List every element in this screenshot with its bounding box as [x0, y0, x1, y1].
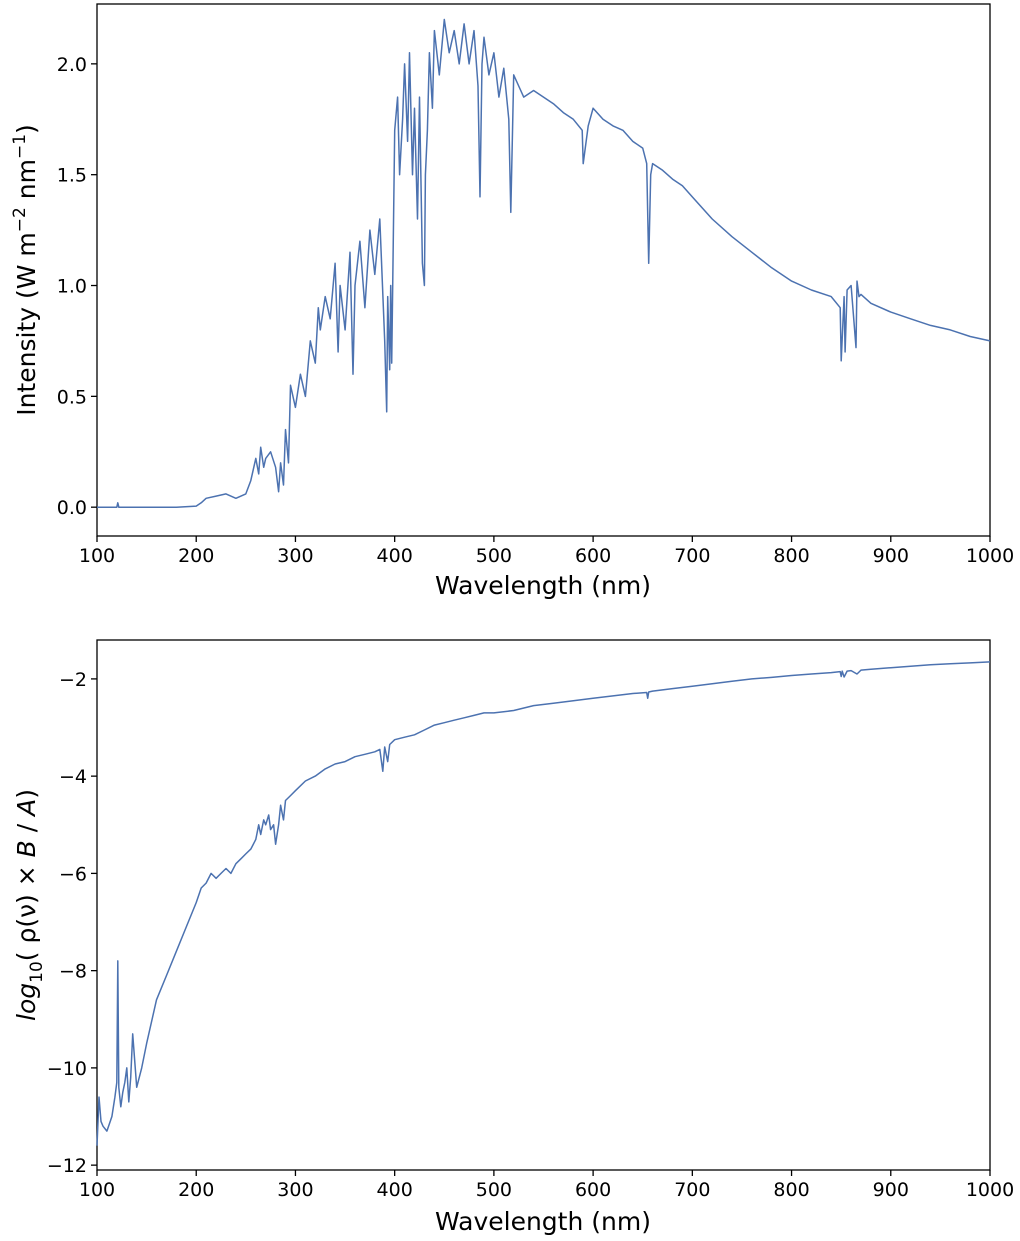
log-spectrum-plot-frame	[96, 639, 991, 1171]
intensity-y-tick-label: 0.5	[57, 386, 87, 408]
intensity-y-tick-label: 1.5	[57, 165, 87, 187]
log-spectrum-x-tick-label: 800	[773, 1179, 809, 1201]
log-spectrum-y-tick-label: −10	[47, 1058, 87, 1080]
log-spectrum-y-tick-label: −12	[47, 1155, 87, 1177]
intensity-x-tick-label: 100	[79, 545, 115, 567]
log-spectrum-y-axis-label: log10( ρ(ν) × B / A)	[12, 789, 47, 1021]
intensity-x-tick-label: 1000	[966, 545, 1014, 567]
log-spectrum-y-tick-label: −8	[59, 961, 87, 983]
intensity-x-axis-label: Wavelength (nm)	[435, 571, 651, 600]
intensity-y-tick-label: 1.0	[57, 276, 87, 298]
intensity-x-tick-label: 300	[277, 545, 313, 567]
intensity-series-line	[97, 18, 991, 508]
intensity-x-tick-label: 400	[377, 545, 413, 567]
intensity-x-tick-label: 800	[773, 545, 809, 567]
log-spectrum-series-line	[96, 661, 991, 1146]
intensity-x-tick-label: 500	[476, 545, 512, 567]
intensity-y-tick-label: 2.0	[57, 54, 87, 76]
intensity-plot-frame	[96, 3, 991, 537]
log-spectrum-x-tick-label: 100	[79, 1179, 115, 1201]
log-spectrum-y-tick-label: −2	[59, 669, 87, 691]
intensity-panel: 100 200 300 400 500 600 700 800 900 1000 0.0 0.5 1.0…	[10, 3, 1014, 600]
intensity-x-tick-label: 600	[575, 545, 611, 567]
log-spectrum-x-axis-label: Wavelength (nm)	[435, 1207, 651, 1236]
intensity-y-axis-label: Intensity (W m−2 nm−1)	[10, 124, 41, 416]
log-spectrum-x-tick-label: 1000	[966, 1179, 1014, 1201]
log-spectrum-panel: 100 200 300 400 500 600 700 800 900 1000 −12 −10 −8 −…	[12, 639, 1014, 1236]
log-spectrum-x-tick-label: 700	[674, 1179, 710, 1201]
intensity-x-tick-label: 900	[873, 545, 909, 567]
log-spectrum-axis-ticks: 100 200 300 400 500 600 700 800 900 1000 −12 −10 −8 −…	[47, 669, 1014, 1201]
log-spectrum-x-tick-label: 600	[575, 1179, 611, 1201]
intensity-axis-ticks: 100 200 300 400 500 600 700 800 900 1000 0.0 0.5 1.0…	[57, 54, 1014, 567]
log-spectrum-y-tick-label: −4	[59, 766, 87, 788]
intensity-y-tick-label: 0.0	[57, 497, 87, 519]
log-spectrum-x-tick-label: 900	[873, 1179, 909, 1201]
log-spectrum-x-tick-label: 400	[377, 1179, 413, 1201]
log-spectrum-x-tick-label: 200	[178, 1179, 214, 1201]
intensity-x-tick-label: 200	[178, 545, 214, 567]
log-spectrum-x-tick-label: 300	[277, 1179, 313, 1201]
log-spectrum-x-tick-label: 500	[476, 1179, 512, 1201]
log-spectrum-y-tick-label: −6	[59, 863, 87, 885]
intensity-x-tick-label: 700	[674, 545, 710, 567]
